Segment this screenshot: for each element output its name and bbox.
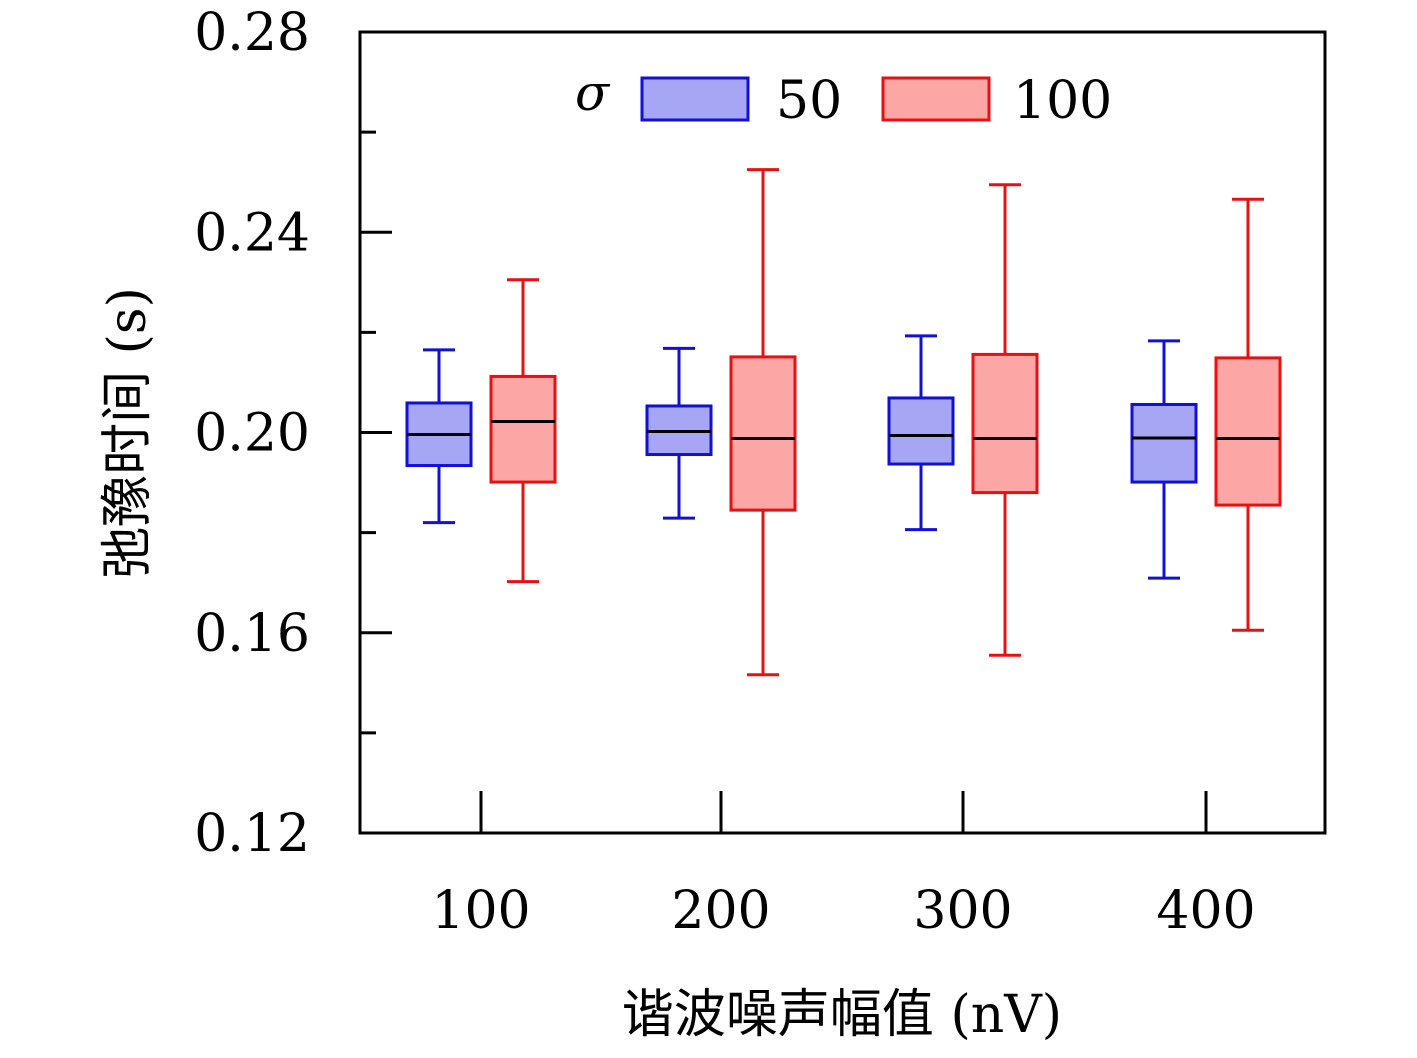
legend-label-series-50: 50 (776, 71, 842, 131)
legend-title: σ (575, 64, 611, 122)
iqr-box (887, 396, 955, 466)
x-axis-title: 谐波噪声幅值 (nV) (622, 985, 1062, 1045)
legend: σ 50 100 (575, 64, 1112, 131)
legend-swatch-series-100 (881, 76, 991, 122)
box-series-50-cat-200 (645, 346, 713, 520)
iqr-box (971, 352, 1039, 495)
iqr-box (489, 374, 557, 484)
plot-layer (405, 168, 1282, 677)
box-series-50-cat-300 (887, 334, 955, 532)
box-series-50-cat-100 (405, 348, 473, 525)
y-tick-label: 0.24 (194, 203, 310, 263)
y-tick-label: 0.12 (194, 804, 310, 864)
box-series-100-cat-200 (729, 168, 797, 677)
box-series-50-cat-400 (1130, 339, 1198, 580)
y-tick-label: 0.16 (194, 604, 310, 664)
box-series-100-cat-400 (1214, 197, 1282, 632)
x-tick-label: 400 (1156, 881, 1255, 941)
x-tick-label: 300 (913, 881, 1012, 941)
iqr-box (729, 355, 797, 512)
box-series-100-cat-300 (971, 183, 1039, 657)
iqr-box (1214, 356, 1282, 507)
x-tick-label: 100 (431, 881, 530, 941)
y-tick-label: 0.20 (194, 404, 310, 464)
y-axis-title: 弛豫时间 (s) (98, 287, 158, 579)
y-tick-label: 0.28 (194, 3, 310, 63)
box-series-100-cat-100 (489, 278, 557, 584)
iqr-box (1130, 402, 1198, 484)
axis-layer: 0.12 0.16 0.20 0.24 0.28 100 200 300 400 (194, 3, 1255, 941)
x-tick-label: 200 (671, 881, 770, 941)
legend-swatch-series-50 (640, 76, 750, 122)
legend-label-series-100: 100 (1013, 71, 1112, 131)
